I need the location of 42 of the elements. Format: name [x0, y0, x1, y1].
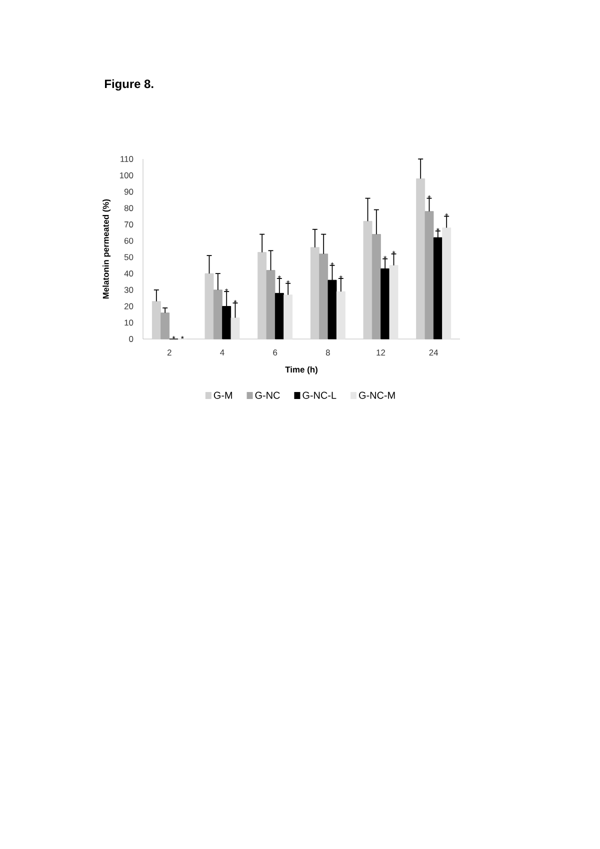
y-tick-label: 40 — [124, 270, 134, 277]
x-axis-title: Time (h) — [285, 366, 318, 374]
bar — [213, 290, 222, 340]
x-tick-label: 12 — [376, 350, 386, 356]
bar — [284, 294, 293, 340]
legend-label: G-NC — [255, 392, 280, 399]
legend-label: G-NC-M — [359, 392, 395, 399]
y-tick-label: 10 — [124, 320, 134, 326]
chart-title: Figure 8. — [105, 79, 154, 91]
y-tick-label: 30 — [124, 286, 134, 293]
bar — [319, 254, 328, 340]
x-tick-label: 24 — [429, 350, 438, 356]
y-tick-label: 0 — [129, 336, 134, 342]
bar — [372, 234, 381, 340]
legend-label: G-M — [214, 392, 232, 399]
bar — [152, 301, 161, 340]
x-tick-label: 4 — [220, 350, 224, 356]
bar — [160, 312, 170, 340]
bar — [258, 252, 267, 340]
bar — [310, 247, 320, 340]
bar — [266, 270, 276, 340]
bar — [336, 291, 346, 340]
y-axis-title: Melatonin permeated (%) — [102, 199, 111, 299]
y-tick-label: 110 — [120, 156, 134, 162]
bar — [389, 265, 398, 340]
bar — [416, 178, 426, 340]
y-tick-label: 70 — [124, 221, 134, 228]
bar — [230, 317, 240, 340]
x-tick-label: 2 — [167, 350, 172, 356]
x-tick-label: 6 — [273, 350, 278, 356]
bar — [424, 211, 434, 340]
y-tick-label: 90 — [124, 188, 134, 195]
y-tick-label: 60 — [124, 238, 134, 244]
legend-label: G-NC-L — [302, 392, 336, 399]
bar — [442, 227, 452, 340]
y-tick-label: 50 — [124, 254, 134, 260]
bar — [204, 273, 214, 340]
y-tick-label: 20 — [124, 303, 134, 310]
x-tick-label: 8 — [326, 350, 330, 356]
y-tick-label: 100 — [120, 172, 134, 178]
y-tick-label: 80 — [124, 205, 134, 212]
bar — [363, 220, 372, 340]
